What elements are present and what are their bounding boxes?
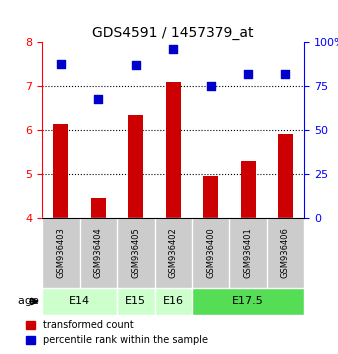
Text: age: age (18, 296, 42, 307)
Bar (278, 135, 293, 218)
Text: E15: E15 (125, 296, 146, 307)
Text: GSM936400: GSM936400 (206, 227, 215, 278)
Bar (42, 288, 117, 315)
Text: GSM936401: GSM936401 (244, 227, 252, 278)
Bar (53, 124, 68, 218)
Point (245, 71, 251, 77)
Text: E16: E16 (163, 296, 184, 307)
Bar (166, 82, 181, 218)
Bar (203, 176, 218, 218)
Text: E14: E14 (69, 296, 90, 307)
Text: GSM936402: GSM936402 (169, 227, 178, 278)
Legend: transformed count, percentile rank within the sample: transformed count, percentile rank withi… (22, 316, 212, 349)
Bar (91, 198, 106, 218)
Text: E17.5: E17.5 (232, 296, 264, 307)
Title: GDS4591 / 1457379_at: GDS4591 / 1457379_at (93, 26, 254, 40)
Text: GSM936405: GSM936405 (131, 227, 140, 278)
Bar (192, 288, 304, 315)
Text: GSM936404: GSM936404 (94, 227, 103, 278)
Point (133, 62, 139, 68)
Point (96, 96, 101, 101)
Bar (128, 115, 143, 218)
Bar (241, 161, 256, 218)
Point (170, 47, 176, 52)
Point (58, 61, 64, 66)
Point (208, 84, 213, 89)
Text: GSM936403: GSM936403 (56, 227, 66, 278)
Bar (117, 288, 154, 315)
Bar (154, 288, 192, 315)
Point (283, 71, 288, 77)
Text: GSM936406: GSM936406 (281, 227, 290, 278)
